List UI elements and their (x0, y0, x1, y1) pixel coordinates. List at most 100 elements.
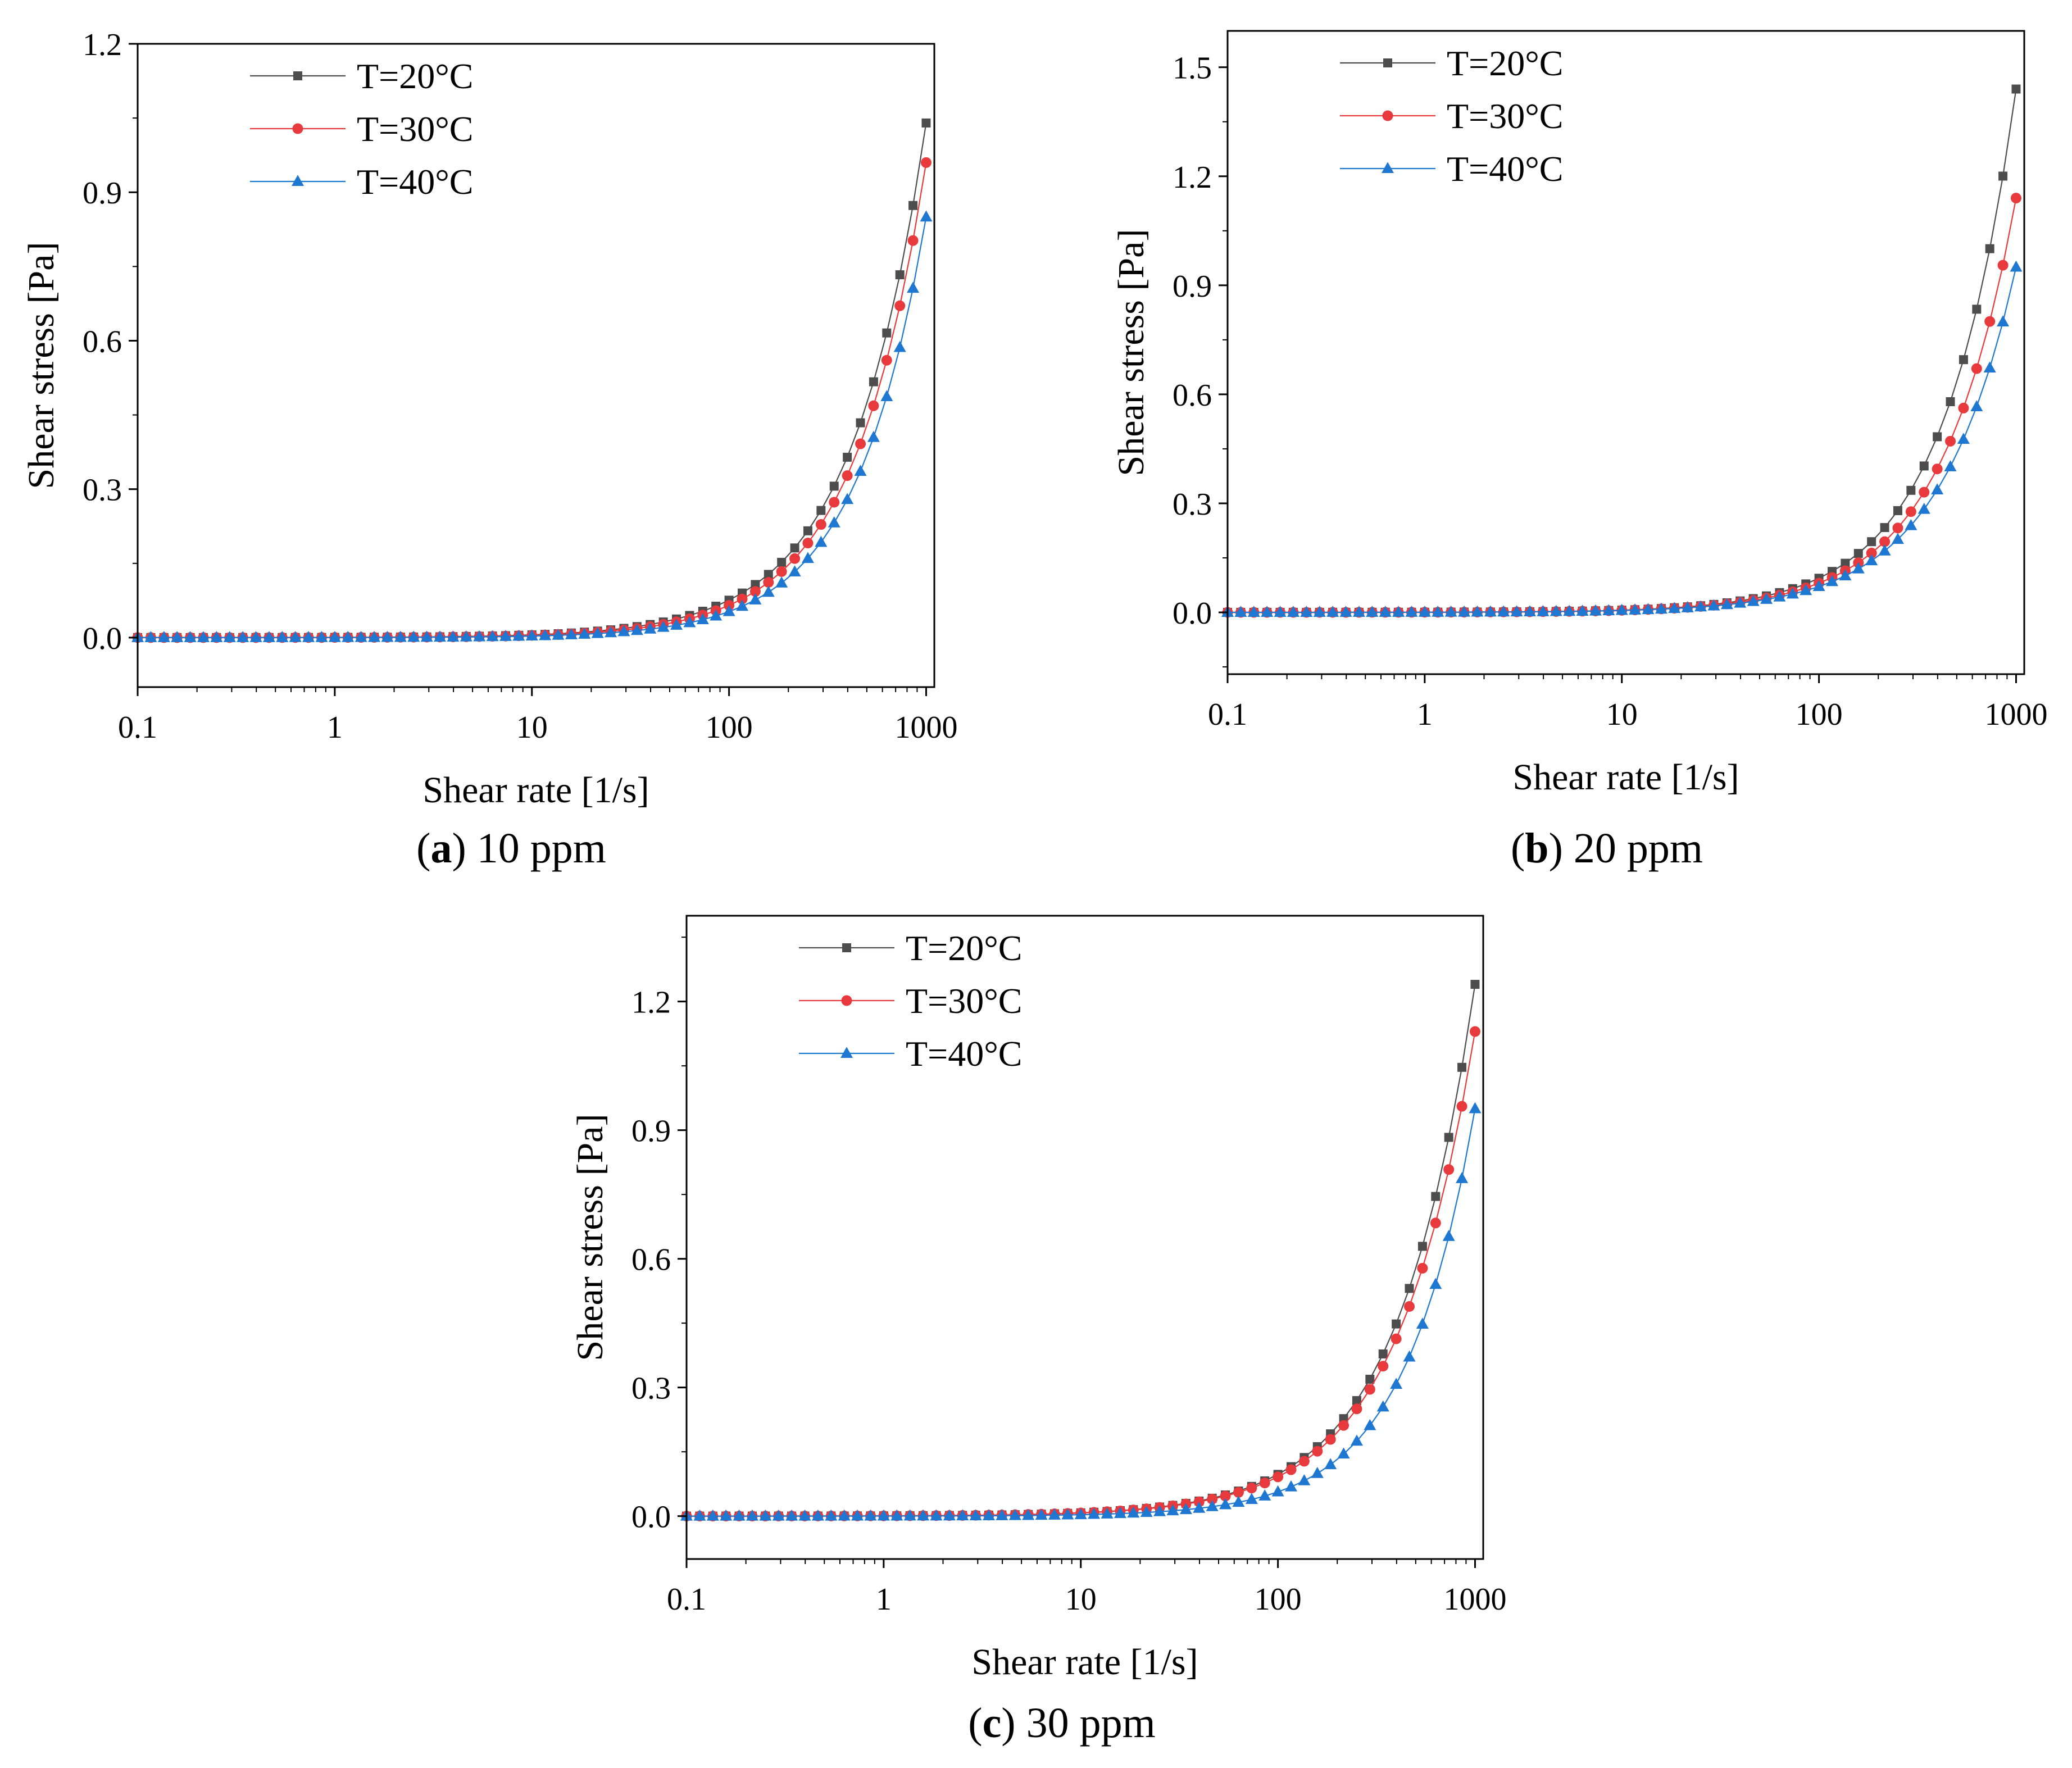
legend-label: T=30°C (357, 109, 473, 149)
y-tick-label: 0.3 (1173, 487, 1212, 522)
data-point (802, 538, 814, 549)
data-point (1337, 1447, 1350, 1459)
data-point (1852, 562, 1865, 574)
data-point (1905, 506, 1916, 517)
data-point (1418, 605, 1431, 617)
data-point (917, 1509, 930, 1521)
data-point (171, 631, 184, 642)
data-point (197, 631, 210, 642)
legend-label: T=40°C (357, 162, 473, 202)
data-point (512, 629, 525, 641)
data-point (1589, 604, 1602, 616)
x-tick-label: 0.1 (118, 710, 157, 745)
data-point (1997, 315, 2010, 326)
data-point (710, 609, 723, 621)
data-point (1917, 502, 1930, 514)
data-point (908, 201, 918, 210)
legend-marker (1382, 110, 1393, 121)
plot-frame (685, 915, 1484, 1560)
data-point (1417, 1262, 1428, 1274)
data-point (237, 631, 249, 642)
caption-paren-close: ) (1001, 1699, 1026, 1747)
data-point (1234, 606, 1247, 617)
data-point (1497, 605, 1510, 617)
data-point (907, 281, 920, 293)
data-point (788, 565, 801, 576)
data-point (749, 586, 761, 597)
x-axis-title: Shear rate [1/s] (422, 770, 649, 811)
data-point (956, 1509, 969, 1521)
data-point (775, 576, 788, 588)
data-point (1378, 1361, 1389, 1372)
series-1 (682, 980, 1480, 1521)
data-point (882, 328, 892, 338)
data-point (1391, 1333, 1402, 1344)
data-point (869, 377, 878, 387)
data-point (1392, 1319, 1401, 1329)
data-point (578, 628, 591, 639)
data-point (1880, 523, 1889, 533)
data-point (1946, 397, 1955, 407)
data-point (737, 593, 748, 605)
data-point (2010, 193, 2021, 204)
data-point (1366, 606, 1379, 617)
data-point (1865, 554, 1878, 566)
data-point (943, 1509, 956, 1521)
data-point (1088, 1507, 1101, 1519)
data-point (315, 630, 328, 642)
data-point (894, 300, 906, 311)
chart-panel-a: 0.1 1 10 100 1000 0.0 0.3 0.6 0.9 1.2 Shear rate [… (21, 28, 957, 872)
data-point (720, 1509, 733, 1521)
data-point (1403, 1350, 1416, 1362)
data-point (1442, 1230, 1455, 1241)
data-point (289, 631, 302, 642)
data-point (838, 1509, 851, 1521)
data-point (1537, 605, 1550, 616)
y-tick-label: 1.5 (1173, 51, 1212, 86)
data-point (706, 1509, 719, 1521)
legend-label: T=20°C (906, 928, 1022, 968)
data-point (1444, 605, 1457, 617)
data-point (811, 1509, 824, 1521)
data-point (1919, 461, 1929, 471)
data-point (1247, 606, 1260, 617)
data-point (1259, 1478, 1270, 1489)
data-point (855, 438, 866, 449)
data-point (1365, 1375, 1375, 1384)
data-point (1287, 606, 1299, 617)
data-point (1891, 533, 1904, 544)
data-point (798, 1509, 811, 1521)
data-point (825, 1509, 838, 1521)
series-3 (1221, 260, 2023, 617)
data-point (1379, 606, 1392, 617)
x-tick-label: 1000 (1443, 1582, 1506, 1617)
data-point (749, 593, 762, 605)
data-point (815, 519, 826, 530)
data-point (920, 210, 933, 222)
data-point (1931, 483, 1944, 495)
data-point (829, 481, 839, 491)
data-point (1350, 1434, 1363, 1446)
data-point (982, 1509, 996, 1520)
y-tick-label: 1.2 (83, 28, 122, 62)
data-point (1022, 1508, 1035, 1520)
data-point (1458, 605, 1471, 617)
data-point (1853, 549, 1863, 558)
data-point (851, 1509, 864, 1521)
data-point (1431, 1192, 1441, 1201)
data-point (746, 1509, 758, 1521)
data-point (893, 340, 906, 352)
data-point (1563, 605, 1576, 616)
data-point (1957, 433, 1970, 444)
data-point (1312, 1446, 1323, 1457)
series-line (138, 217, 927, 639)
y-tick-label: 0.9 (631, 1114, 671, 1149)
data-point (407, 630, 420, 642)
data-point (1378, 1349, 1388, 1358)
data-point (1140, 1506, 1153, 1517)
y-tick-label: 0.6 (83, 324, 122, 359)
x-tick-label: 1 (876, 1582, 892, 1617)
data-point (144, 631, 157, 642)
x-axis-title: Shear rate [1/s] (971, 1642, 1198, 1683)
data-point (1074, 1508, 1087, 1520)
